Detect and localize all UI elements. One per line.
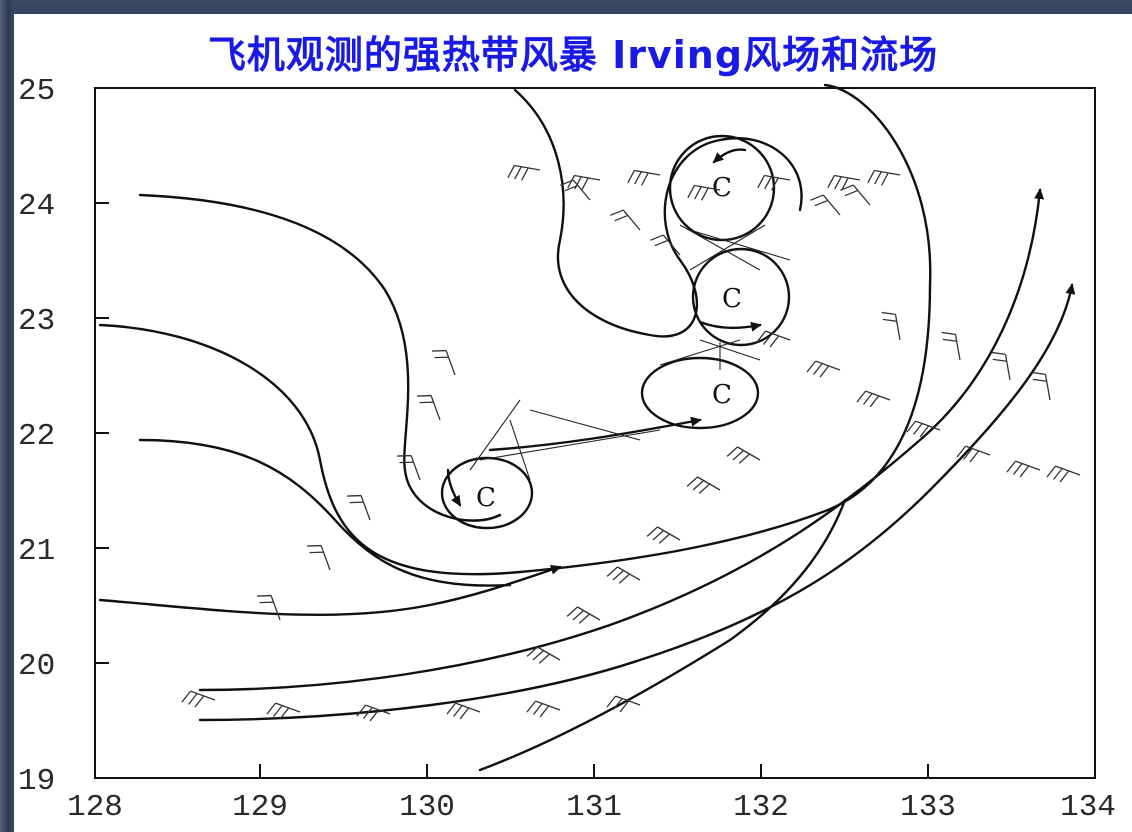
streamline (488, 416, 702, 452)
streamline (198, 283, 1076, 722)
wind-barb (347, 494, 371, 521)
x-tick-label: 129 (232, 790, 288, 825)
wind-barb (906, 420, 941, 438)
y-tick-label: 23 (18, 304, 55, 339)
wind-barb (526, 700, 561, 718)
streamline (138, 438, 512, 587)
wind-barb (446, 702, 481, 720)
streamlines (98, 83, 1076, 772)
wind-barb (840, 184, 871, 206)
wind-barb (1031, 371, 1051, 401)
center-label: C (712, 380, 732, 410)
wind-barb (417, 394, 441, 421)
y-tick-label: 20 (18, 649, 55, 684)
wind-barb (606, 566, 641, 584)
center-arrow (712, 148, 747, 164)
wind-barb (646, 526, 681, 544)
streamline (513, 88, 803, 338)
streamline (98, 565, 562, 617)
y-axis-ticks: 25 24 23 22 21 20 19 (18, 74, 109, 799)
wind-barb (610, 209, 641, 231)
slide-left-border (0, 0, 14, 832)
wind-barb (566, 606, 601, 624)
y-tick-label: 25 (18, 74, 55, 109)
wind-barb (856, 390, 891, 408)
streamline (198, 188, 1045, 692)
x-tick-label: 130 (399, 790, 455, 825)
wind-barb (991, 351, 1011, 381)
wind-barb (432, 349, 456, 376)
center-label: C (712, 173, 732, 203)
wind-barb (686, 476, 721, 494)
slide-panel (14, 14, 1132, 832)
y-tick-label: 19 (18, 764, 55, 799)
wind-barbs (181, 164, 1081, 722)
wind-barb (881, 311, 901, 341)
center-label: C (476, 483, 496, 513)
slide-title: 飞机观测的强热带风暴 Irving风场和流场 (207, 33, 939, 77)
wind-barb (756, 330, 791, 348)
wind-barb (806, 360, 841, 378)
wind-barb (266, 702, 301, 720)
wind-barb (827, 174, 861, 191)
wind-barb (526, 646, 561, 664)
wind-barb (1006, 460, 1041, 478)
x-tick-label: 133 (900, 790, 956, 825)
wind-barb (810, 194, 841, 216)
wind-barb (726, 446, 761, 464)
streamline (478, 498, 847, 772)
x-tick-label: 131 (566, 790, 622, 825)
wind-barb (1046, 465, 1081, 483)
x-tick-label: 128 (67, 790, 123, 825)
center-connectors (469, 224, 791, 481)
wind-barb (560, 179, 591, 201)
y-tick-label: 22 (18, 419, 55, 454)
wind-barb (757, 174, 791, 191)
wind-barb (567, 174, 601, 191)
wind-barb (650, 234, 681, 256)
center-arrow (698, 320, 762, 332)
streamline (98, 83, 932, 576)
center-circle (440, 456, 534, 530)
wind-barb (687, 184, 721, 201)
wind-barb (257, 594, 281, 621)
wind-barb (356, 704, 391, 722)
wind-barb (606, 695, 641, 713)
x-tick-label: 132 (733, 790, 789, 825)
y-tick-label: 21 (18, 534, 55, 569)
center-arrow (446, 468, 462, 507)
y-tick-label: 24 (18, 189, 55, 224)
wind-barb (956, 445, 991, 463)
x-tick-label: 134 (1060, 790, 1116, 825)
center-circle (640, 356, 760, 430)
wind-barb (307, 544, 331, 571)
wind-barb (627, 169, 661, 186)
wind-barb (181, 690, 216, 708)
wind-barb (941, 331, 961, 361)
center-circle (691, 247, 791, 347)
wind-barb (397, 454, 421, 481)
x-axis-ticks: 128 129 130 131 132 133 134 (67, 764, 1116, 825)
wind-barb (867, 169, 901, 186)
streamline (138, 193, 502, 522)
circulation-centers: C C C C (440, 134, 791, 530)
wind-barb (507, 164, 541, 181)
center-label: C (722, 284, 742, 314)
